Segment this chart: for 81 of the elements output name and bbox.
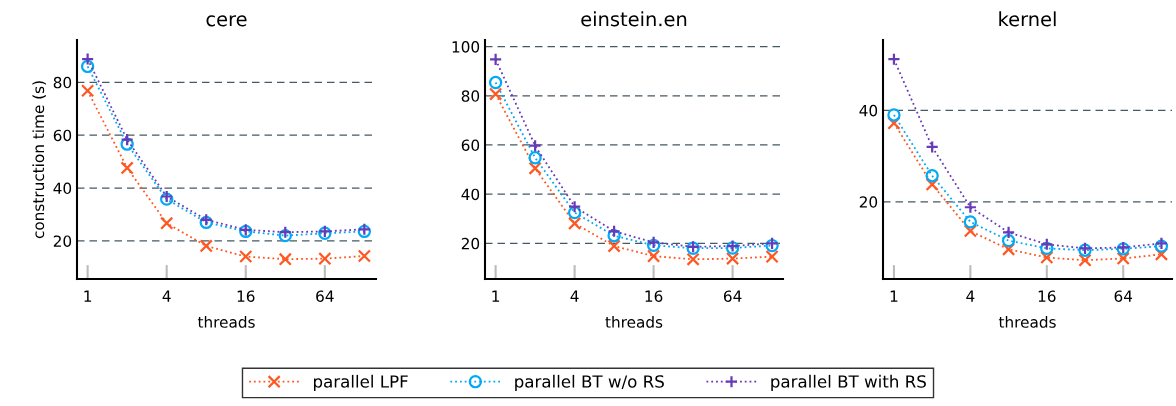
point [1154, 247, 1169, 261]
point [488, 87, 503, 101]
x-tick-label: 64 [723, 290, 742, 302]
point [963, 224, 978, 238]
x-tick-label: 4 [570, 290, 579, 302]
x-tick-label: 1 [492, 290, 500, 302]
x-tick-label: 1 [890, 290, 898, 302]
x-axis-title: threads [197, 316, 255, 328]
x-axis-title: threads [998, 316, 1056, 328]
x-tick-label: 4 [162, 290, 171, 302]
point [278, 252, 292, 266]
chart-title: kernel [999, 11, 1056, 27]
point [887, 52, 901, 66]
point [278, 225, 292, 239]
legend-label: parallel BT w/o RS [515, 374, 664, 391]
point [725, 251, 740, 266]
point [160, 216, 174, 230]
y-tick-label: 40 [859, 104, 878, 117]
x-tick-label: 16 [237, 290, 255, 302]
y-tick-label: 60 [461, 139, 480, 152]
point [528, 151, 542, 165]
y-tick-label: 100 [452, 41, 480, 53]
legend-label: parallel LPF [314, 374, 408, 391]
point [199, 239, 213, 253]
point [1001, 225, 1016, 240]
y-tick-label: 80 [461, 90, 480, 102]
point [488, 75, 503, 90]
point [646, 249, 661, 263]
point [278, 228, 292, 243]
point [1040, 250, 1054, 265]
point [686, 252, 700, 266]
x-tick-label: 64 [1114, 290, 1133, 302]
chart-title: cere [206, 15, 247, 27]
x-axis-title: threads [605, 316, 663, 328]
point [925, 140, 939, 154]
point [925, 177, 939, 192]
point [120, 161, 134, 175]
point [80, 59, 95, 74]
point [567, 205, 582, 220]
y-axis-title: construction time (s) [32, 81, 46, 239]
point [120, 133, 134, 147]
point [963, 215, 978, 229]
x-tick-label: 16 [645, 290, 663, 302]
point [239, 249, 253, 264]
point [80, 84, 95, 98]
legend-label: parallel BT with RS [771, 374, 926, 391]
point [120, 137, 134, 151]
point [1040, 241, 1054, 256]
point [607, 224, 621, 238]
y-tick-label: 40 [53, 182, 72, 195]
point [567, 200, 582, 214]
point [357, 249, 372, 263]
y-tick-label: 20 [461, 237, 480, 250]
point [607, 229, 621, 243]
point [1001, 242, 1016, 256]
point [963, 200, 978, 214]
point [607, 239, 621, 253]
x-tick-label: 16 [1038, 290, 1056, 302]
chart-title: einstein.en [581, 11, 687, 27]
x-tick-label: 1 [84, 290, 92, 302]
point [528, 139, 542, 153]
point [887, 116, 901, 130]
point [567, 216, 582, 231]
y-tick-label: 20 [859, 196, 878, 208]
point [1040, 237, 1054, 251]
point [1001, 233, 1016, 248]
point [80, 52, 95, 66]
point [1116, 251, 1130, 266]
point [925, 169, 939, 183]
x-tick-label: 64 [316, 290, 334, 302]
point [528, 161, 542, 176]
point [318, 251, 332, 266]
point [765, 249, 779, 264]
point [887, 108, 901, 122]
y-tick-label: 60 [53, 129, 72, 142]
y-tick-label: 40 [461, 188, 480, 201]
y-tick-label: 80 [53, 76, 72, 89]
y-tick-label: 20 [53, 235, 72, 247]
point [488, 52, 503, 67]
point [1078, 253, 1092, 267]
x-tick-label: 4 [966, 290, 975, 302]
